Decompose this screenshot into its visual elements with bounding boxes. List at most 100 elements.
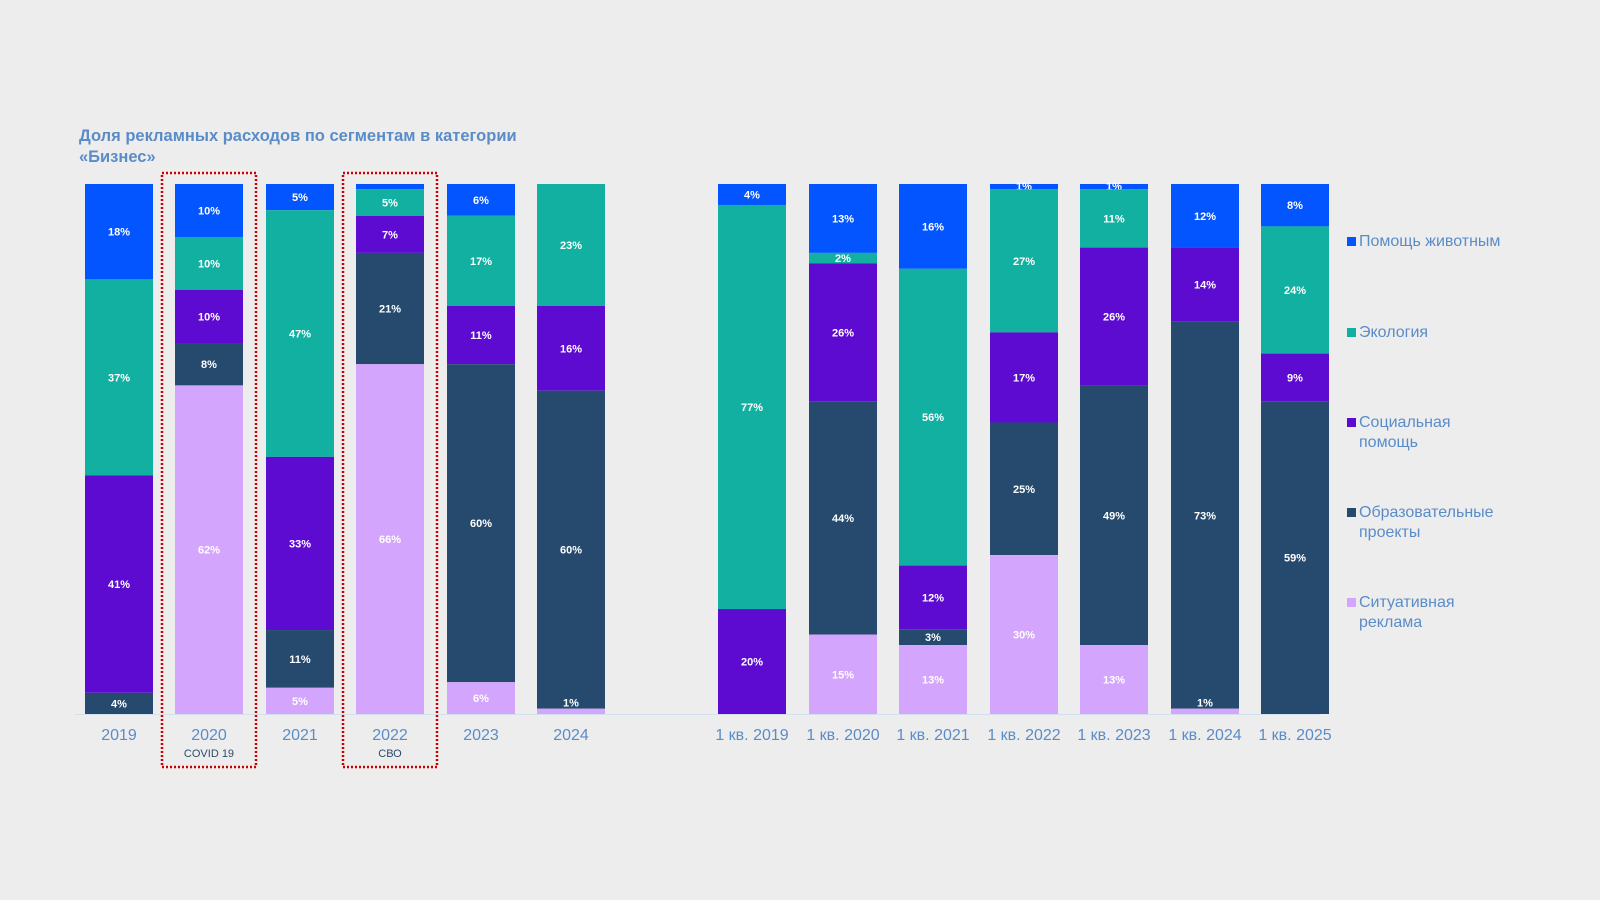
legend-label: Помощь животным [1359,233,1501,250]
x-tick-label: 2021 [282,727,318,744]
legend-swatch-ecology [1347,328,1356,337]
data-label: 41% [108,579,130,591]
bar-segment-social [1171,247,1239,322]
bar-segment-ecology [718,204,786,610]
data-label: 62% [198,545,220,557]
data-label: 3% [925,632,941,644]
data-label: 2% [835,253,851,265]
x-tick-label: 1 кв. 2021 [896,727,969,744]
bar-segment-ecology [1261,226,1329,354]
bar-segment-situational [990,555,1058,714]
data-label: 11% [289,654,311,666]
data-label: 56% [922,412,944,424]
bar-segment-animals [1261,184,1329,227]
bar-segment-education [899,629,967,646]
bar-segment-social [718,609,786,714]
data-label: 26% [832,327,854,339]
data-label: 6% [473,693,489,705]
data-label: 15% [832,669,854,681]
bar-segment-situational [447,682,515,714]
data-label: 5% [382,198,398,210]
data-label: 37% [108,372,130,384]
data-label: 21% [379,304,401,316]
bar-segment-animals [175,184,243,237]
data-label: 77% [741,402,763,414]
data-label: 11% [1103,213,1125,225]
bar-segment-animals [356,184,424,190]
legend-label: Экология [1359,324,1429,341]
data-label: 18% [108,227,130,239]
data-label: 12% [1194,211,1216,223]
data-label: 8% [1287,200,1303,212]
x-tick-label: 2023 [463,727,499,744]
bar-segment-education [537,390,605,709]
bar-segment-social [1261,353,1329,402]
data-label: 26% [1103,312,1125,324]
data-label: 4% [111,698,127,710]
data-label: 66% [379,534,401,546]
bar-segment-education [1171,321,1239,709]
bar-segment-education [1080,385,1148,646]
bar-segment-ecology [1080,189,1148,248]
bar-segment-situational [537,708,605,714]
data-label: 59% [1284,553,1306,565]
bar-segment-education [447,364,515,683]
x-tick-label: 1 кв. 2024 [1168,727,1241,744]
x-tick-label: 2019 [101,727,137,744]
data-label: 13% [832,213,854,225]
data-label: 10% [198,312,220,324]
bar-segment-education [85,692,153,714]
legend-swatch-education [1347,508,1356,517]
bar-segment-education [175,343,243,386]
data-label: 1% [1197,698,1213,710]
data-label: 47% [289,329,311,341]
data-label: 44% [832,513,854,525]
data-label: 10% [198,259,220,271]
bar-segment-animals [447,184,515,216]
bar-segment-situational [1080,645,1148,714]
bar-segment-social [356,215,424,253]
bar-segment-situational [175,385,243,714]
data-label: 1% [563,698,579,710]
data-label: 10% [198,206,220,218]
legend-swatch-situational [1347,598,1356,607]
bar-segment-ecology [266,210,334,457]
bar-segment-animals [809,184,877,253]
data-label: 16% [922,221,944,233]
bar-segment-animals [1080,184,1148,190]
data-label: 4% [744,189,760,201]
bar-segment-situational [809,634,877,714]
bar-segment-situational [899,645,967,714]
x-tick-label: 1 кв. 2022 [987,727,1060,744]
bar-segment-social [85,475,153,693]
bar-segment-social [809,263,877,402]
bar-segment-situational [1171,708,1239,714]
data-label: 60% [470,518,492,530]
data-label: 27% [1013,256,1035,268]
bar-segment-social [447,305,515,365]
data-label: 23% [560,240,582,252]
bar-segment-animals [718,184,786,205]
x-tick-label: 2024 [553,727,589,744]
bar-segment-social [1080,247,1148,386]
legend-label: Ситуативная реклама [1359,594,1455,631]
x-tick-label: 1 кв. 2023 [1077,727,1150,744]
bar-segment-ecology [899,268,967,566]
x-tick-label: 2022 [372,727,408,744]
bar-segment-ecology [447,215,515,306]
data-label: 13% [922,675,944,687]
bar-segment-ecology [809,252,877,264]
data-label: 17% [470,256,492,268]
data-label: 33% [289,538,311,550]
data-label: 13% [1103,675,1125,687]
data-label: 60% [560,545,582,557]
data-label: 25% [1013,484,1035,496]
data-label: 17% [1013,372,1035,384]
x-tick-label: 1 кв. 2019 [715,727,788,744]
legend-swatch-animals [1347,237,1356,246]
bar-segment-animals [1171,184,1239,248]
bar-segment-education [809,401,877,635]
bar-segment-ecology [537,184,605,306]
bar-segment-social [266,456,334,631]
